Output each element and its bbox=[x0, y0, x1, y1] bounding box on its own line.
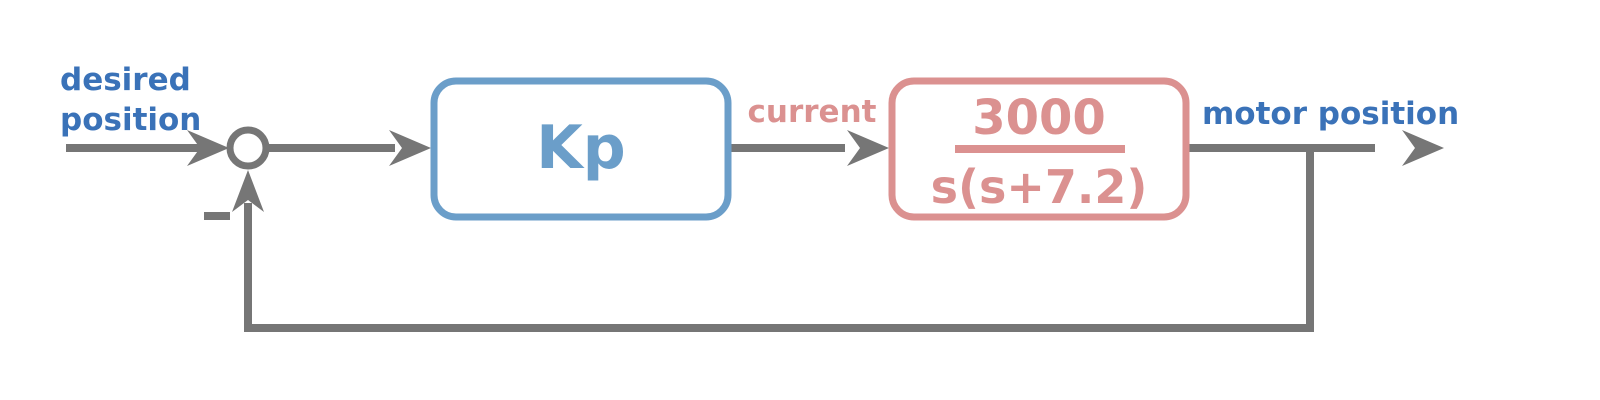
arrowhead-sum-input bbox=[187, 130, 229, 166]
arrowhead-feedback bbox=[232, 170, 264, 212]
summing-junction bbox=[226, 126, 270, 170]
input-label-line1: desired bbox=[60, 62, 191, 98]
controller-block bbox=[430, 77, 732, 221]
feedback-line bbox=[244, 148, 1314, 332]
controller-label: Kp bbox=[536, 113, 625, 183]
output-label: motor position bbox=[1202, 96, 1459, 132]
input-label-line2: position bbox=[60, 102, 201, 138]
arrowhead-plant-input bbox=[847, 130, 889, 166]
current-label: current bbox=[748, 94, 877, 130]
arrowhead-controller-input bbox=[389, 130, 431, 166]
plant-numerator: 3000 bbox=[972, 90, 1106, 146]
arrowhead-output bbox=[1402, 130, 1444, 166]
plant-denominator: s(s+7.2) bbox=[931, 160, 1148, 214]
